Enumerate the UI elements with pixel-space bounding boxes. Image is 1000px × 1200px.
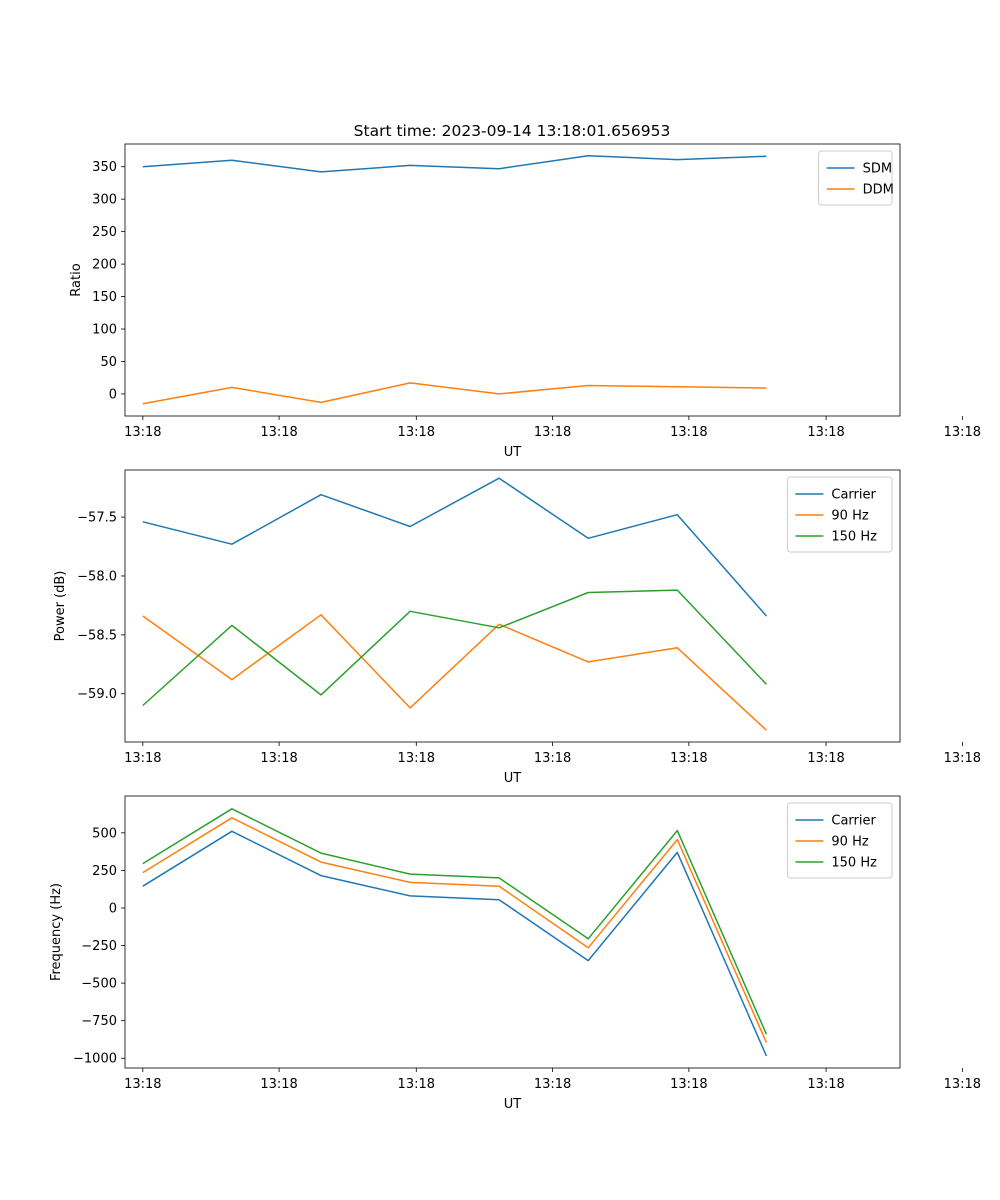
legend-box: [786, 476, 893, 553]
y-tick-label: −58.0: [77, 569, 117, 584]
chart-panel-1: 13:18 13:18 13:18 13:18 13:18 13:18 13:18 0 50 10…: [69, 143, 981, 460]
legend: Carrier 90 Hz 150 Hz: [786, 476, 893, 553]
y-axis-label: Frequency (Hz): [49, 883, 64, 981]
x-axis-label: UT: [504, 445, 522, 460]
series-line-150-hz: [142, 589, 767, 707]
y-tick-label: 150: [92, 290, 117, 305]
legend-box: [818, 150, 893, 206]
legend-label: 90 Hz: [831, 835, 868, 850]
x-tick-label: 13:18: [398, 1077, 435, 1092]
series-line-carrier: [142, 830, 768, 1057]
x-tick-label: 13:18: [807, 751, 844, 766]
x-tick-label: 13:18: [260, 1077, 297, 1092]
series-line-150-hz: [142, 808, 768, 1035]
y-axis-label: Power (dB): [53, 571, 68, 642]
x-tick-label: 13:18: [534, 1077, 571, 1092]
legend-box: [786, 802, 893, 879]
series-line-carrier: [142, 477, 767, 617]
y-tick-label: 250: [92, 864, 117, 879]
x-tick-label: 13:18: [670, 751, 707, 766]
y-axis-label: Ratio: [69, 263, 84, 296]
x-tick-label: 13:18: [398, 425, 435, 440]
x-tick-label: 13:18: [398, 751, 435, 766]
legend-label: 150 Hz: [831, 856, 877, 871]
legend-label: 150 Hz: [831, 530, 877, 545]
y-tick-label: 300: [92, 193, 117, 208]
x-tick-label: 13:18: [534, 751, 571, 766]
x-axis-label: UT: [504, 771, 522, 786]
x-tick-label: 13:18: [944, 1077, 981, 1092]
chart-panel-2: 13:18 13:18 13:18 13:18 13:18 13:18 13:18 −59.0…: [53, 469, 981, 786]
series-line-sdm: [142, 154, 767, 173]
legend: SDM DDM: [818, 150, 894, 206]
x-tick-label: 13:18: [670, 1077, 707, 1092]
x-tick-label: 13:18: [944, 751, 981, 766]
x-tick-label: 13:18: [944, 425, 981, 440]
chart-panel-3: 13:18 13:18 13:18 13:18 13:18 13:18 13:18 −1000…: [49, 795, 981, 1112]
x-tick-label: 13:18: [260, 751, 297, 766]
axes-frame: [124, 143, 901, 417]
y-tick-label: −250: [81, 939, 117, 954]
y-tick-label: −750: [81, 1014, 117, 1029]
y-tick-label: 500: [92, 826, 117, 841]
x-axis-label: UT: [504, 1097, 522, 1112]
x-tick-label: 13:18: [260, 425, 297, 440]
x-tick-label: 13:18: [807, 425, 844, 440]
x-tick-label: 13:18: [534, 425, 571, 440]
series-line-ddm: [142, 382, 767, 405]
series-line-90-hz: [142, 817, 768, 1043]
y-tick-label: 100: [92, 323, 117, 338]
y-tick-label: 250: [92, 225, 117, 240]
legend-label: Carrier: [831, 488, 876, 503]
y-tick-label: 0: [109, 387, 117, 402]
axes-frame: [124, 469, 901, 743]
legend-label: SDM: [863, 162, 892, 177]
x-tick-label: 13:18: [124, 1077, 161, 1092]
legend-label: DDM: [863, 183, 894, 198]
y-tick-label: 200: [92, 258, 117, 273]
y-tick-label: −500: [81, 977, 117, 992]
legend-label: Carrier: [831, 814, 876, 829]
y-tick-label: 0: [109, 901, 117, 916]
y-tick-label: −1000: [73, 1052, 117, 1067]
y-tick-label: −57.5: [77, 511, 117, 526]
y-tick-label: −58.5: [77, 628, 117, 643]
figure-title: Start time: 2023-09-14 13:18:01.656953: [354, 122, 671, 140]
series-line-90-hz: [142, 614, 767, 731]
x-tick-label: 13:18: [807, 1077, 844, 1092]
legend-label: 90 Hz: [831, 509, 868, 524]
axes-frame: [124, 795, 901, 1069]
legend: Carrier 90 Hz 150 Hz: [786, 802, 893, 879]
x-tick-label: 13:18: [124, 425, 161, 440]
x-tick-label: 13:18: [670, 425, 707, 440]
x-tick-label: 13:18: [124, 751, 161, 766]
y-tick-label: 350: [92, 160, 117, 175]
y-tick-label: −59.0: [77, 687, 117, 702]
y-tick-label: 50: [100, 355, 117, 370]
